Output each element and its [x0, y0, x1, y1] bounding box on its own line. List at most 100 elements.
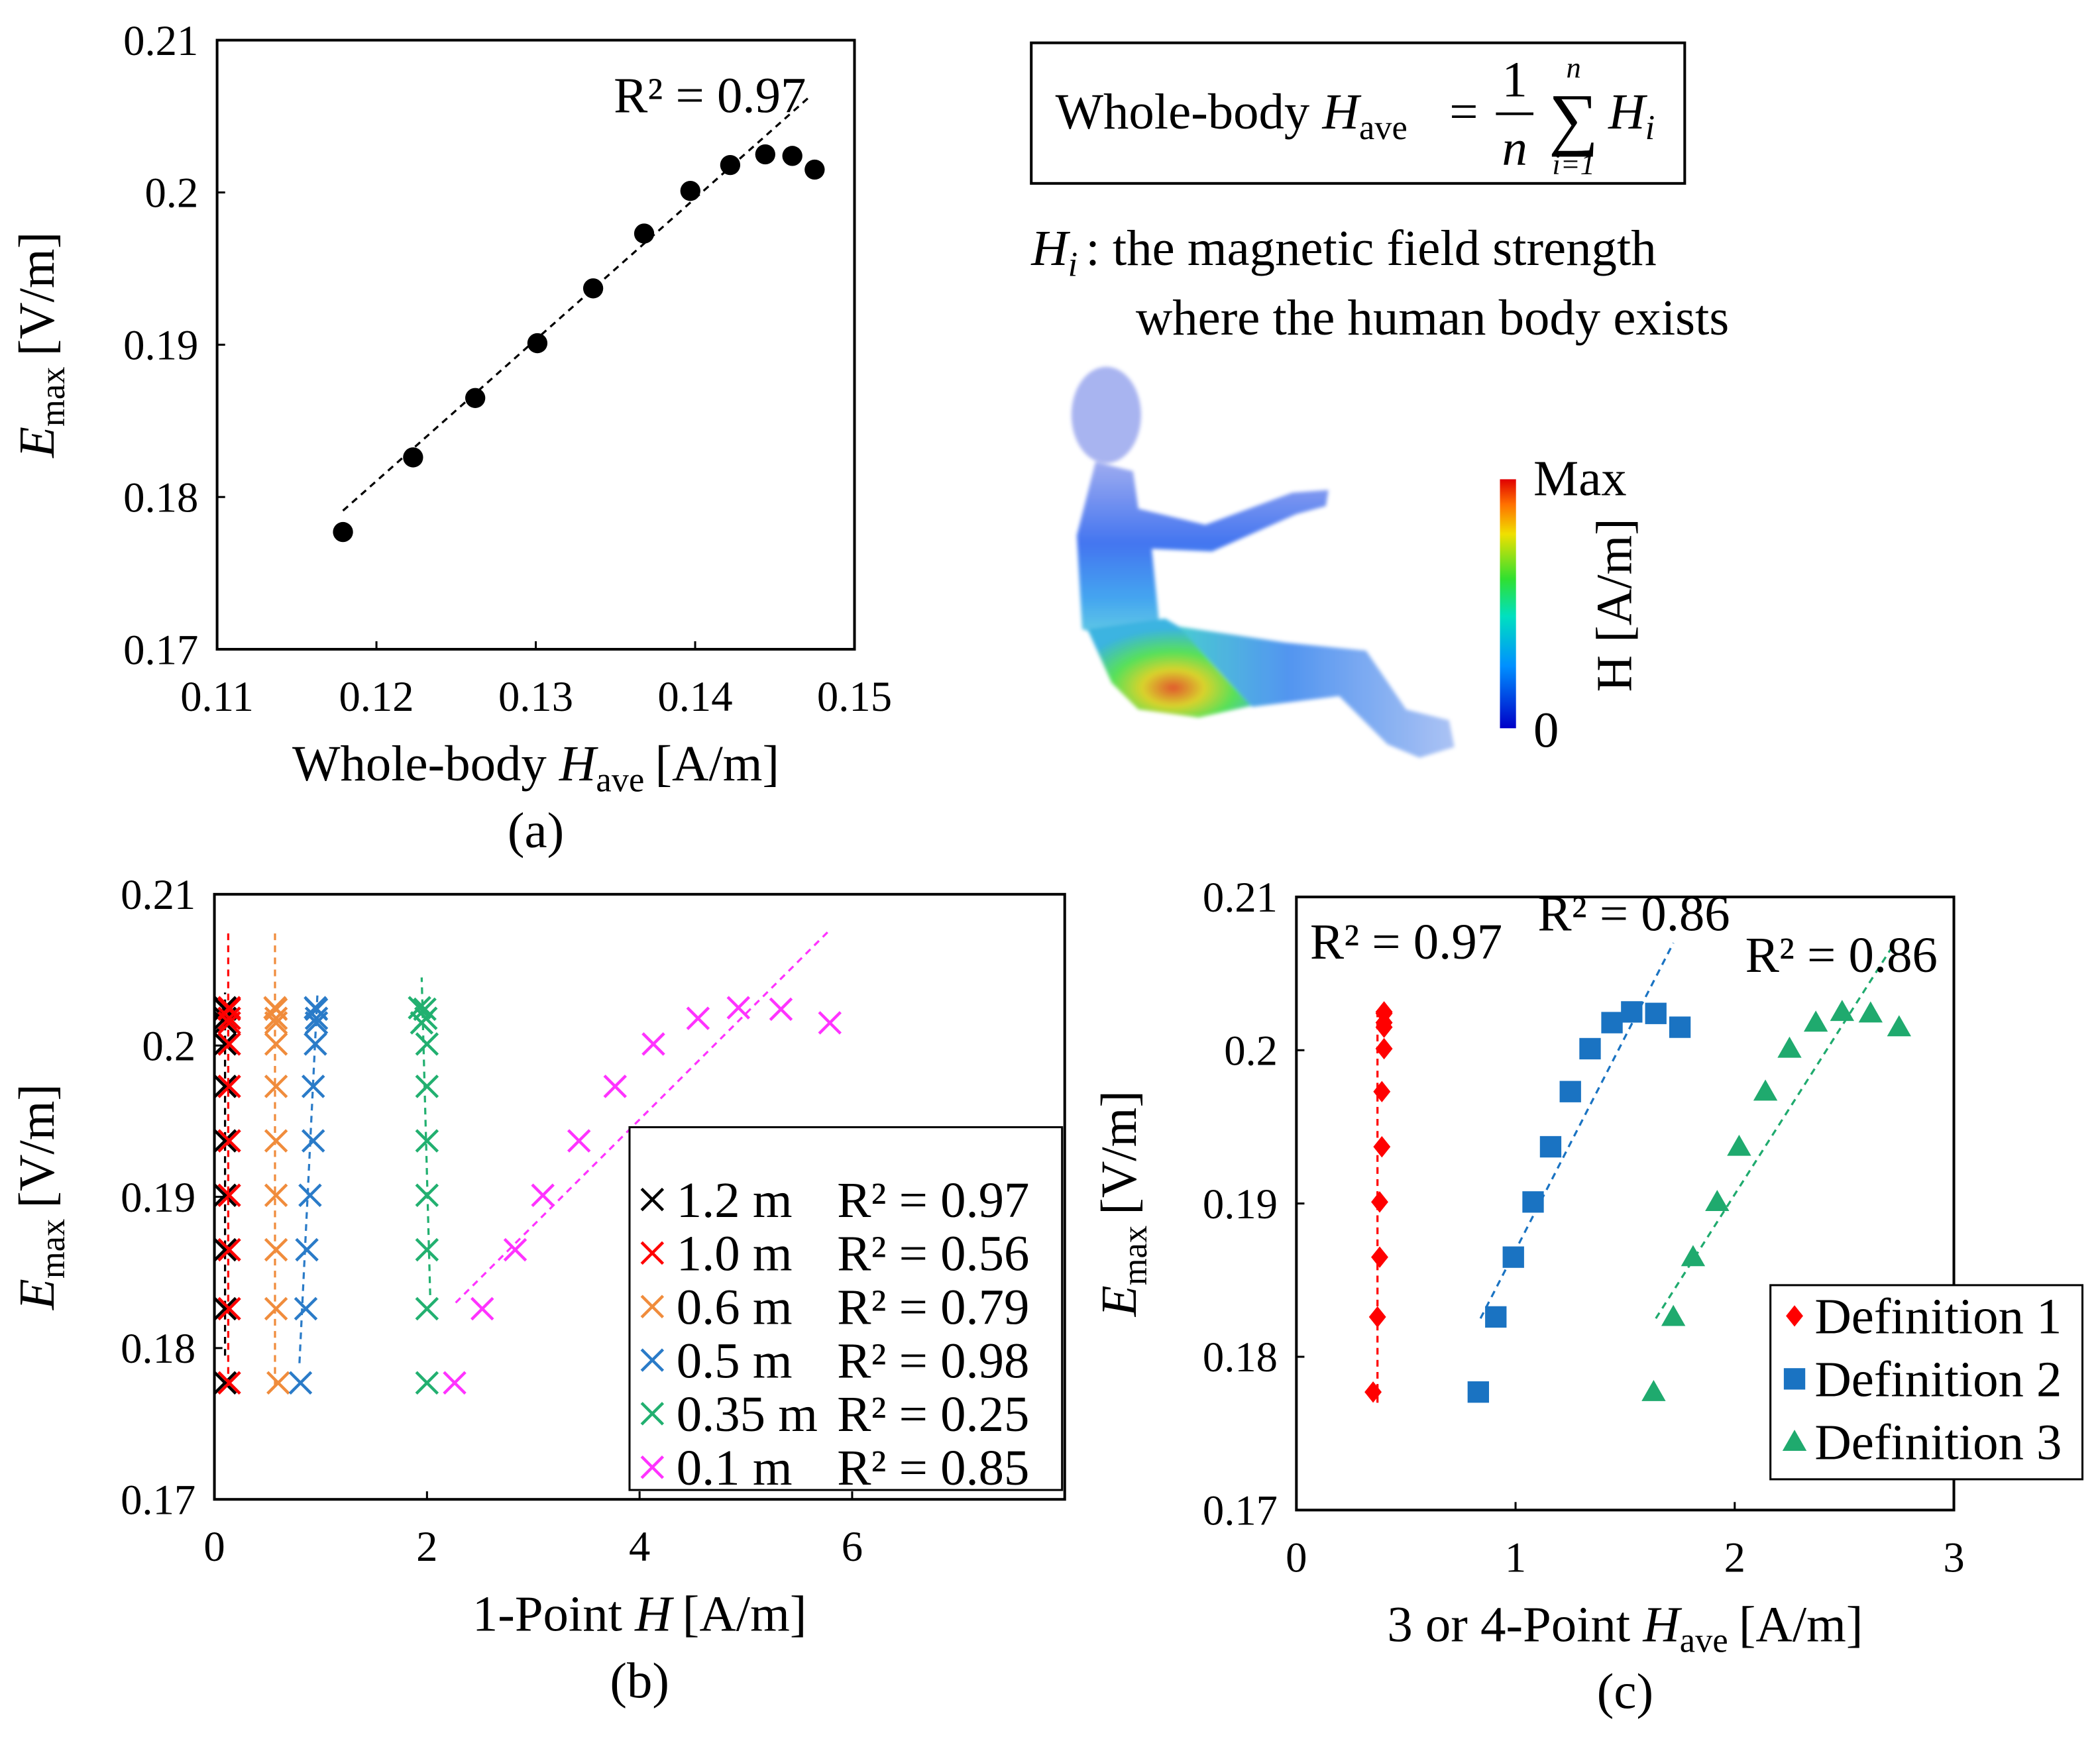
formula-rhs: Hi [1608, 83, 1655, 147]
y-tick-label: 0.19 [123, 321, 198, 369]
rhs-subscript: i [1645, 109, 1655, 147]
x-tick-label: 4 [629, 1522, 650, 1570]
point [301, 1129, 325, 1153]
point [1782, 1430, 1807, 1451]
point [217, 1371, 241, 1395]
point [213, 1075, 237, 1098]
label-subscript: max [34, 367, 72, 427]
point [1467, 1381, 1489, 1403]
body-leg [1178, 626, 1455, 758]
point [1645, 1002, 1667, 1024]
y-tick-label: 0.2 [1224, 1026, 1278, 1074]
caption: (b) [610, 1652, 669, 1709]
y-tick-label: 0.18 [123, 473, 198, 521]
point [217, 1238, 241, 1262]
point [415, 1183, 439, 1207]
caption: (a) [508, 802, 564, 859]
y-tick-label: 0.18 [1203, 1333, 1278, 1381]
point [410, 1011, 434, 1035]
label-unit: [V/m] [9, 232, 65, 356]
point [527, 333, 548, 354]
point [213, 1371, 237, 1395]
point [782, 146, 802, 166]
legend-r2: R² = 0.98 [837, 1332, 1029, 1389]
legend-box [1769, 1284, 2084, 1481]
body-torso-arm [1076, 462, 1329, 643]
point [213, 1238, 237, 1262]
y-tick-label: 0.17 [123, 625, 198, 673]
y-tick-label: 0.19 [121, 1173, 195, 1221]
point [415, 1238, 439, 1262]
def-subscript: i [1068, 245, 1078, 284]
y-tick-label: 0.17 [1203, 1487, 1278, 1534]
point [1621, 1001, 1643, 1023]
point [1373, 1081, 1391, 1102]
point [1375, 1016, 1393, 1038]
legend-label: Definition 1 [1814, 1289, 2062, 1345]
point [333, 521, 353, 543]
point [217, 1296, 241, 1321]
point [264, 1129, 288, 1153]
x-axis-label: Whole-body Have [A/m] [292, 735, 779, 799]
x-axis-label: 3 or 4-Point Have [A/m] [1387, 1596, 1863, 1660]
legend-label: 0.1 m [677, 1440, 793, 1496]
point [1777, 1036, 1802, 1058]
legend-label: Definition 2 [1814, 1351, 2062, 1408]
label-symbol: E [9, 427, 65, 458]
point [288, 1371, 313, 1395]
x-tick-label: 1 [1505, 1533, 1526, 1581]
point [640, 1187, 665, 1212]
point [1522, 1191, 1544, 1213]
point [217, 1129, 241, 1153]
point [755, 144, 775, 165]
legend-box [628, 1126, 1064, 1491]
point [1803, 1010, 1828, 1032]
point [301, 1075, 325, 1098]
trend-line [420, 977, 431, 1296]
lhs-subscript: ave [1359, 109, 1408, 147]
x-tick-label: 0.15 [817, 672, 892, 720]
point [1783, 1368, 1806, 1390]
y-axis-label: Emax [V/m] [9, 232, 72, 458]
annotation: R² = 0.86 [1537, 885, 1730, 941]
point [1368, 1306, 1386, 1328]
body-head [1071, 366, 1141, 464]
body-seat [1087, 618, 1259, 718]
legend-r2: R² = 0.56 [837, 1226, 1029, 1282]
point [1727, 1134, 1751, 1156]
x-tick-label: 0.11 [180, 672, 254, 720]
point [294, 1296, 318, 1321]
legend-label: Definition 3 [1814, 1414, 2062, 1471]
y-axis-label: Emax [V/m] [9, 1084, 72, 1310]
chart: 0.17 0.18 0.19 0.2 0.21 0 2 4 6 1-Point H [A/m] Ema… [9, 871, 1066, 1709]
point [567, 1129, 591, 1153]
point [1375, 1037, 1393, 1060]
point [415, 1075, 439, 1098]
annotation: R² = 0.97 [614, 68, 806, 124]
point [582, 278, 604, 299]
point [264, 1183, 288, 1207]
point [720, 154, 741, 176]
rhs-symbol: H [1608, 83, 1647, 140]
x-tick-label: 2 [416, 1522, 437, 1570]
label-symbol: H [634, 1585, 674, 1642]
y-tick-label: 0.21 [121, 871, 195, 918]
colorbar-title: H [A/m] [1586, 518, 1643, 692]
point [264, 1032, 288, 1056]
point [413, 997, 437, 1022]
point [470, 1296, 494, 1321]
point [818, 1011, 842, 1035]
point [266, 1371, 290, 1395]
point [443, 1371, 467, 1395]
point [503, 1238, 527, 1262]
point [769, 997, 793, 1022]
annotation: R² = 0.86 [1745, 927, 1938, 983]
point [1373, 1136, 1391, 1158]
point [640, 1348, 665, 1372]
colorbar: Max 0 H [A/m] [1500, 450, 1643, 759]
legend-label: 0.5 m [677, 1332, 793, 1389]
point [217, 1075, 241, 1098]
colorbar-min: 0 [1533, 702, 1559, 759]
point [304, 1011, 329, 1035]
label-subscript: max [34, 1219, 72, 1279]
